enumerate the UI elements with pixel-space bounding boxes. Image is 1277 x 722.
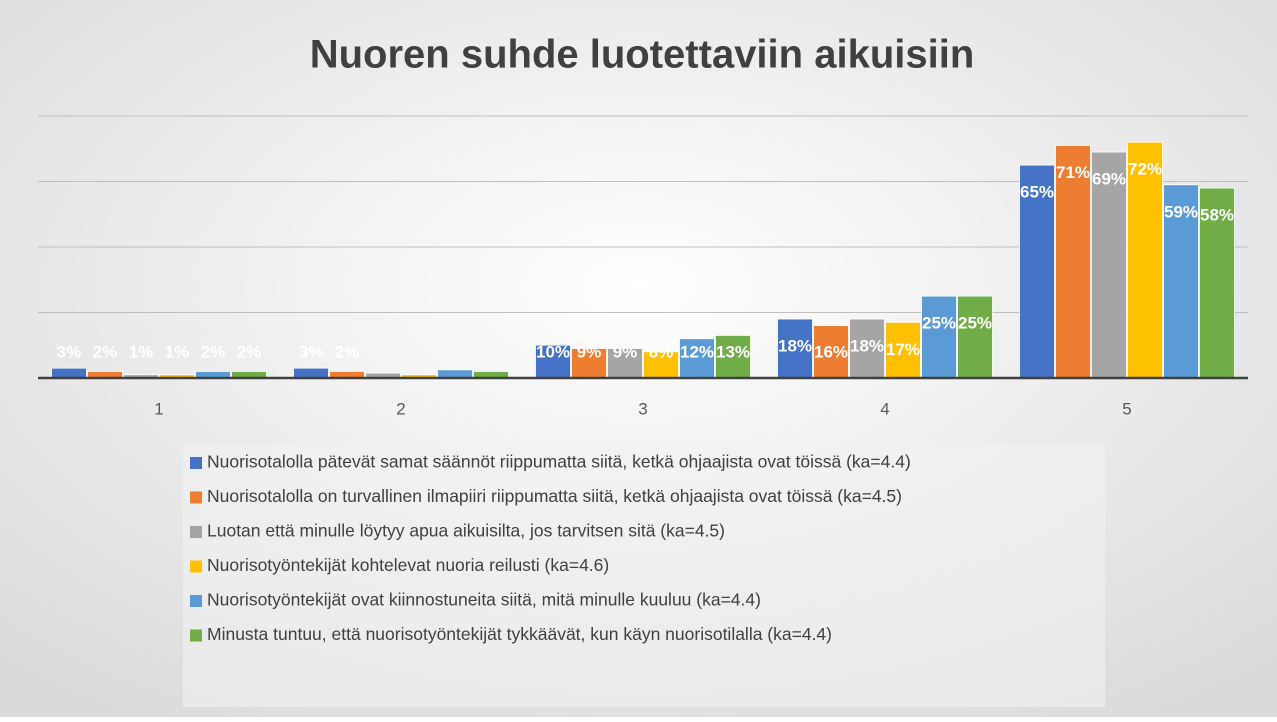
legend-label: Luotan että minulle löytyy apua aikuisil…: [207, 521, 725, 541]
data-label: 18%: [850, 337, 884, 356]
legend-swatch: [190, 560, 202, 573]
data-label: 9%: [577, 342, 602, 361]
legend-swatch: [190, 491, 202, 504]
data-label: 9%: [613, 342, 638, 361]
x-tick-label: 2: [396, 399, 405, 418]
legend-swatch: [190, 629, 202, 642]
data-label: 10%: [536, 342, 570, 361]
bar: [1091, 151, 1127, 379]
legend-label: Nuorisotyöntekijät kohtelevat nuoria rei…: [207, 555, 609, 575]
x-tick-label: 4: [880, 399, 889, 418]
bar: [1019, 164, 1055, 379]
legend-label: Nuorisotalolla pätevät samat säännöt rii…: [207, 452, 911, 472]
data-label: 3%: [299, 342, 324, 361]
data-label: 17%: [886, 340, 920, 359]
bar: [571, 348, 607, 379]
bar: [1127, 141, 1163, 379]
legend-label: Nuorisotyöntekijät ovat kiinnostuneita s…: [207, 590, 761, 610]
bar: [957, 295, 993, 379]
data-label: 69%: [1092, 170, 1126, 189]
legend-label: Minusta tuntuu, että nuorisotyöntekijät …: [207, 624, 832, 644]
bar: [607, 348, 643, 379]
bar: [679, 338, 715, 379]
bar: [1163, 184, 1199, 379]
data-label: 2%: [93, 342, 118, 361]
data-label: 59%: [1164, 202, 1198, 221]
x-tick-label: 5: [1122, 399, 1131, 418]
data-label: 2%: [237, 342, 262, 361]
bar: [849, 318, 885, 379]
bar: [643, 351, 679, 379]
data-label: 71%: [1056, 163, 1090, 182]
bar: [921, 295, 957, 379]
data-label: 65%: [1020, 183, 1054, 202]
data-label: 2%: [201, 342, 226, 361]
data-label: 16%: [814, 342, 848, 361]
data-label: 12%: [680, 342, 714, 361]
data-label: 13%: [716, 342, 750, 361]
data-label: 8%: [649, 342, 674, 361]
bar: [1055, 145, 1091, 379]
bar: [885, 321, 921, 379]
bar: [777, 318, 813, 379]
data-label: 1%: [129, 342, 154, 361]
data-label: 3%: [57, 342, 82, 361]
bar: [813, 325, 849, 379]
chart-title: Nuoren suhde luotettaviin aikuisiin: [310, 33, 975, 77]
data-label: 25%: [958, 314, 992, 333]
data-label: 72%: [1128, 160, 1162, 179]
legend-box: [183, 445, 1105, 707]
x-tick-label: 1: [154, 399, 163, 418]
data-label: 58%: [1200, 206, 1234, 225]
legend-swatch: [190, 526, 202, 538]
data-label: 25%: [922, 314, 956, 333]
data-label: 1%: [165, 342, 190, 361]
bar: [51, 367, 87, 379]
bar: [1199, 187, 1235, 379]
legend-label: Nuorisotalolla on turvallinen ilmapiiri …: [207, 486, 902, 506]
data-label: 18%: [778, 337, 812, 356]
legend-swatch: [190, 457, 202, 469]
bar: [293, 367, 329, 379]
legend-swatch: [190, 595, 202, 607]
data-label: 2%: [335, 342, 360, 361]
x-tick-label: 3: [638, 399, 647, 418]
